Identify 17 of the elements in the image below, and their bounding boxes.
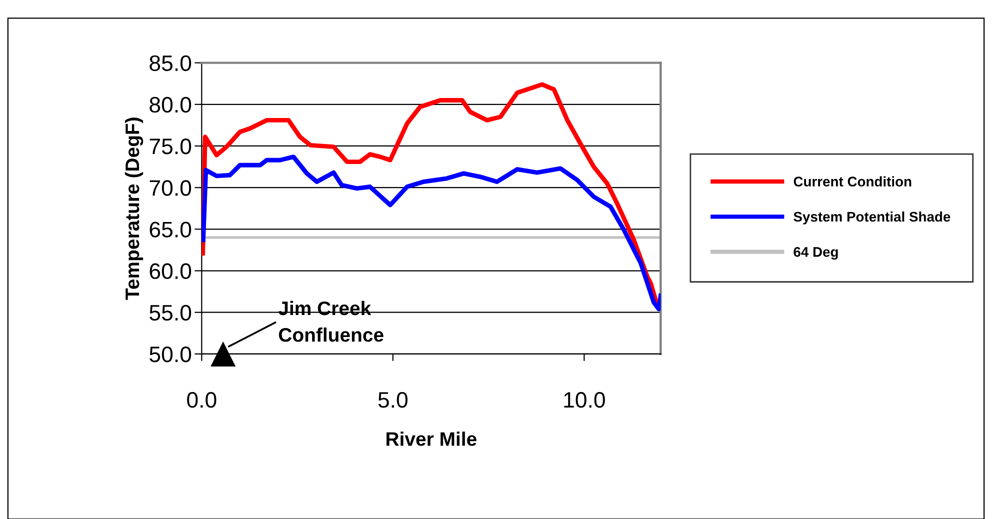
y-tick-label: 85.0 xyxy=(150,55,192,72)
legend-label: System Potential Shade xyxy=(794,211,950,224)
y-tick-label: 75.0 xyxy=(150,138,192,154)
legend-label: Current Condition xyxy=(794,176,912,187)
y-tick-label: 65.0 xyxy=(150,222,192,238)
x-tick-label: 5.0 xyxy=(378,392,408,408)
y-tick-label: 80.0 xyxy=(150,96,192,113)
y-tick-label: 50.0 xyxy=(150,346,192,362)
x-axis-title: River Mile xyxy=(386,432,476,446)
x-tick-label: 0.0 xyxy=(187,392,216,408)
annotation: Jim Creek Confluence xyxy=(278,300,384,342)
y-tick-label: 55.0 xyxy=(150,304,192,321)
legend-label: 64 Deg xyxy=(794,247,838,260)
y-axis-title: Temperature (DegF) xyxy=(124,118,144,300)
y-tick-label: 60.0 xyxy=(150,263,192,280)
x-tick-label: 10.0 xyxy=(564,392,605,408)
y-tick-label: 70.0 xyxy=(150,180,192,196)
